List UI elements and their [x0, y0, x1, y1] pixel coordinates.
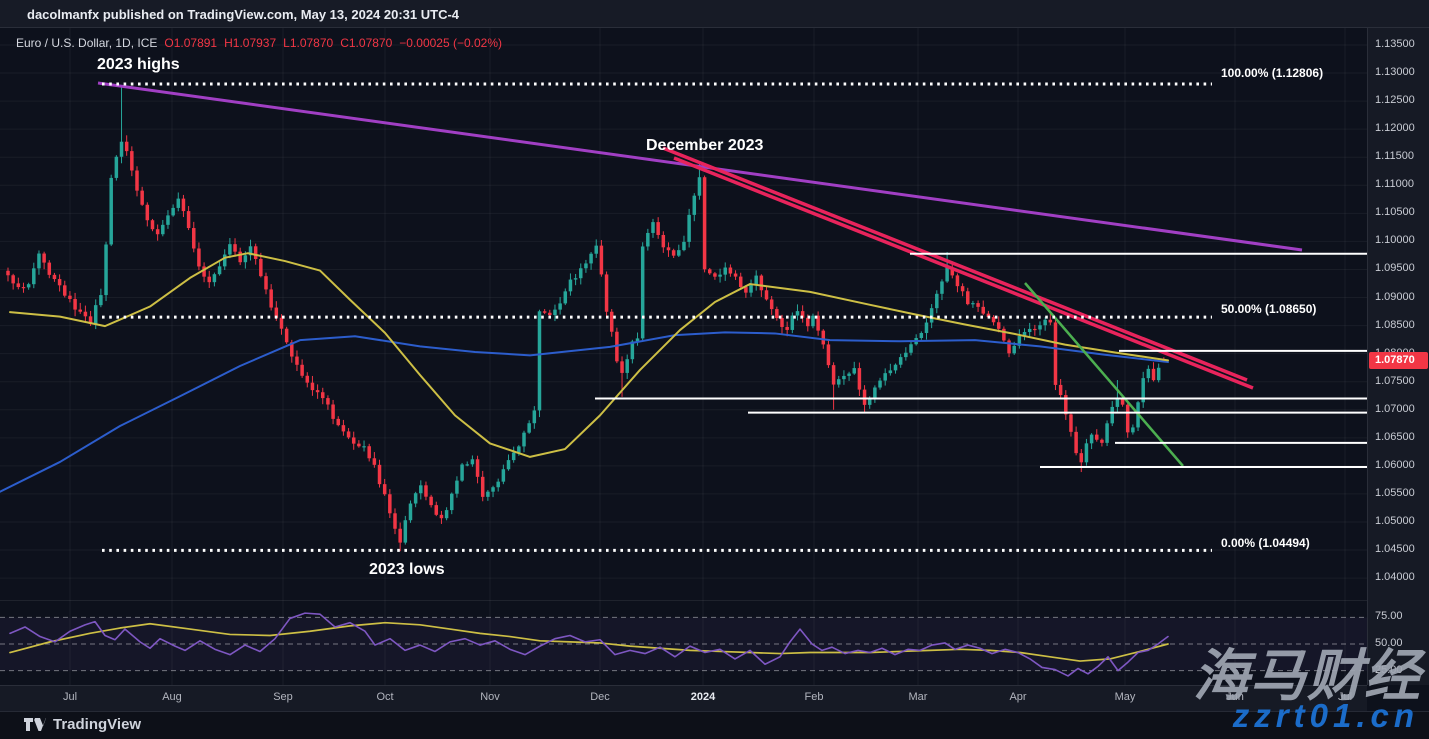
ohlc-change: −0.00025 (−0.02%) [399, 36, 503, 50]
price-tick-label: 1.11500 [1375, 150, 1414, 163]
last-price-badge: 1.07870 [1369, 352, 1428, 370]
top-bar [0, 0, 1429, 28]
publisher-line: dacolmanfx published on TradingView.com,… [27, 7, 460, 22]
time-tick-label: Sep [273, 691, 293, 703]
time-axis[interactable]: Jul Aug Sep Oct Nov Dec 2024 Feb Mar Apr May Jun Jul [0, 685, 1367, 711]
price-tick-label: 1.09000 [1375, 290, 1415, 303]
tradingview-brand[interactable]: TradingView [24, 716, 141, 733]
rsi-tick-label: 50.00 [1375, 637, 1403, 649]
price-tick-label: 1.06500 [1375, 430, 1415, 443]
time-tick-label: Nov [480, 691, 500, 703]
fib-label-0: 0.00% (1.04494) [1221, 536, 1310, 550]
price-tick-label: 1.05000 [1375, 514, 1415, 527]
time-tick-label: Jun [1226, 691, 1244, 703]
fib-label-100: 100.00% (1.12806) [1221, 66, 1324, 80]
price-tick-label: 1.07000 [1375, 402, 1415, 415]
price-tick-label: 1.09500 [1375, 262, 1415, 275]
rsi-tick-label: 25.00 [1375, 663, 1403, 676]
annotation-2023-highs: 2023 highs [97, 56, 180, 73]
bottom-toolbar [0, 711, 1429, 739]
time-tick-label: Jul [1337, 691, 1353, 703]
time-tick-label: 2024 [690, 691, 716, 703]
price-tick-label: 1.10500 [1375, 206, 1415, 219]
symbol-legend[interactable]: Euro / U.S. Dollar, 1D, ICE O1.07891 H1.07… [16, 36, 509, 50]
watermark-url: zzrt01.cn [1232, 697, 1419, 734]
time-tick-label: Apr [1009, 691, 1027, 703]
time-tick-label: Jul [62, 691, 78, 703]
price-tick-label: 1.04000 [1375, 571, 1415, 584]
time-tick-label: Oct [376, 691, 394, 703]
pane-divider[interactable] [0, 600, 1367, 601]
price-tick-label: 1.08500 [1375, 318, 1415, 331]
watermark-chinese: 海马财经 [1193, 644, 1421, 707]
price-tick-label: 1.12500 [1375, 94, 1415, 107]
time-tick-label: Aug [162, 691, 182, 703]
time-tick-label: May [1114, 691, 1136, 703]
fib-label-50: 50.00% (1.08650) [1221, 302, 1317, 316]
price-tick-label: 1.13000 [1375, 66, 1415, 79]
annotation-december-2023: December 2023 [646, 137, 764, 154]
time-tick-label: Mar [908, 691, 928, 703]
annotation-2023-lows: 2023 lows [369, 561, 445, 578]
ohlc-low: L1.07870 [283, 36, 334, 50]
symbol-title: Euro / U.S. Dollar, 1D, ICE [16, 36, 158, 50]
price-axis[interactable]: 1.07870 1.13500 1.13000 1.12500 1.12000 1.11… [1367, 28, 1429, 685]
price-tick-label: 1.11000 [1375, 178, 1414, 191]
price-tick-label: 1.04500 [1375, 543, 1415, 556]
price-tick-label: 1.12000 [1375, 122, 1415, 135]
ohlc-high: H1.07937 [224, 36, 277, 50]
price-tick-label: 1.07500 [1375, 374, 1415, 387]
time-tick-label: Dec [590, 691, 610, 703]
price-tick-label: 1.10000 [1375, 234, 1415, 247]
time-tick-label: Feb [804, 691, 824, 703]
price-tick-label: 1.06000 [1375, 458, 1415, 471]
price-tick-label: 1.05500 [1375, 486, 1415, 499]
price-tick-label: 1.13500 [1375, 38, 1415, 50]
rsi-tick-label: 75.00 [1375, 610, 1403, 623]
tradingview-brand-label: TradingView [53, 716, 142, 733]
ohlc-open: O1.07891 [164, 36, 218, 50]
ohlc-close: C1.07870 [340, 36, 393, 50]
tradingview-logo-icon [24, 718, 46, 731]
